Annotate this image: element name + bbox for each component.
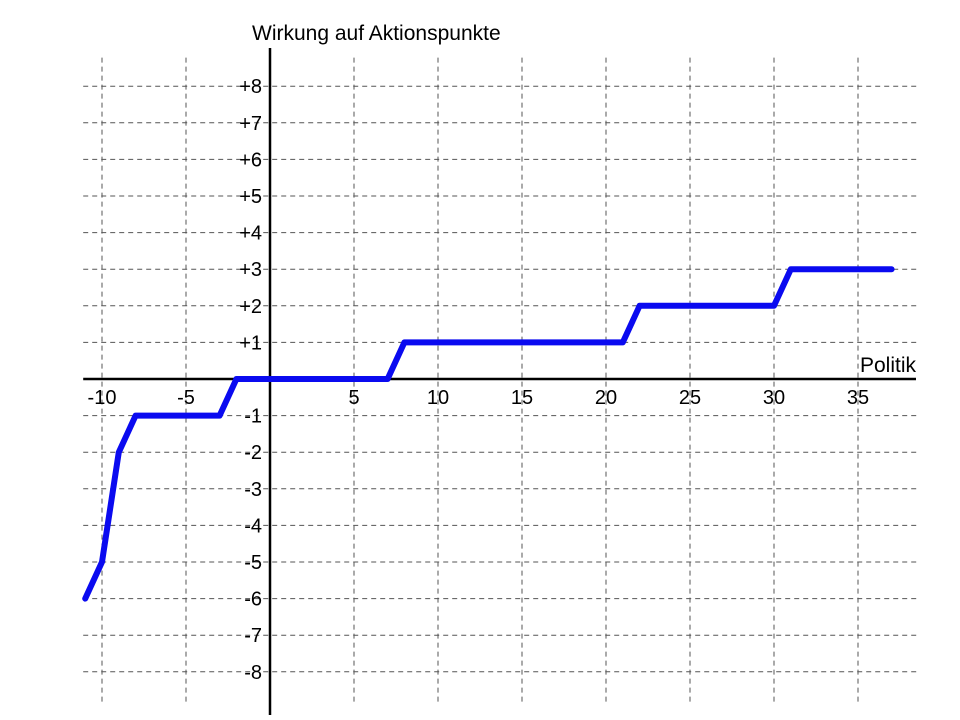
x-tick-label: 20	[595, 387, 617, 409]
y-tick-label: -2	[244, 442, 262, 464]
x-tick-label: 35	[847, 387, 869, 409]
x-tick-label: -10	[88, 387, 117, 409]
x-tick-label: -5	[177, 387, 195, 409]
x-tick-label: 30	[763, 387, 785, 409]
x-tick-label: 15	[511, 387, 533, 409]
y-tick-label: +3	[239, 259, 262, 281]
y-tick-label: +7	[239, 113, 262, 135]
y-tick-label: +2	[239, 296, 262, 318]
x-tick-label: 10	[427, 387, 449, 409]
axes	[83, 48, 916, 715]
y-tick-label: +1	[239, 332, 262, 354]
y-tick-label: +6	[239, 149, 262, 171]
y-tick-label: -7	[244, 625, 262, 647]
tick-labels: +8 +7 +6 +5 +4 +3 +2 +1 -1 -2 -3 -4 -5 -6 -7 -8 -10 -5 5 10…	[88, 76, 870, 684]
series-line	[82, 266, 895, 602]
y-tick-label: +5	[239, 186, 262, 208]
y-tick-label: -5	[244, 552, 262, 574]
grid-lines	[83, 57, 919, 705]
x-tick-label: 25	[679, 387, 701, 409]
y-tick-label: -8	[244, 662, 262, 684]
y-tick-label: -6	[244, 589, 262, 611]
y-tick-label: -3	[244, 479, 262, 501]
y-tick-label: -1	[244, 406, 262, 428]
series-lines	[82, 266, 895, 602]
x-axis-label: Politik	[860, 354, 917, 377]
x-tick-label: 5	[348, 387, 359, 409]
y-axis-label: Wirkung auf Aktionspunkte	[252, 22, 501, 45]
y-tick-label: -4	[244, 515, 262, 537]
y-tick-label: +4	[239, 223, 262, 245]
y-tick-label: +8	[239, 76, 262, 98]
